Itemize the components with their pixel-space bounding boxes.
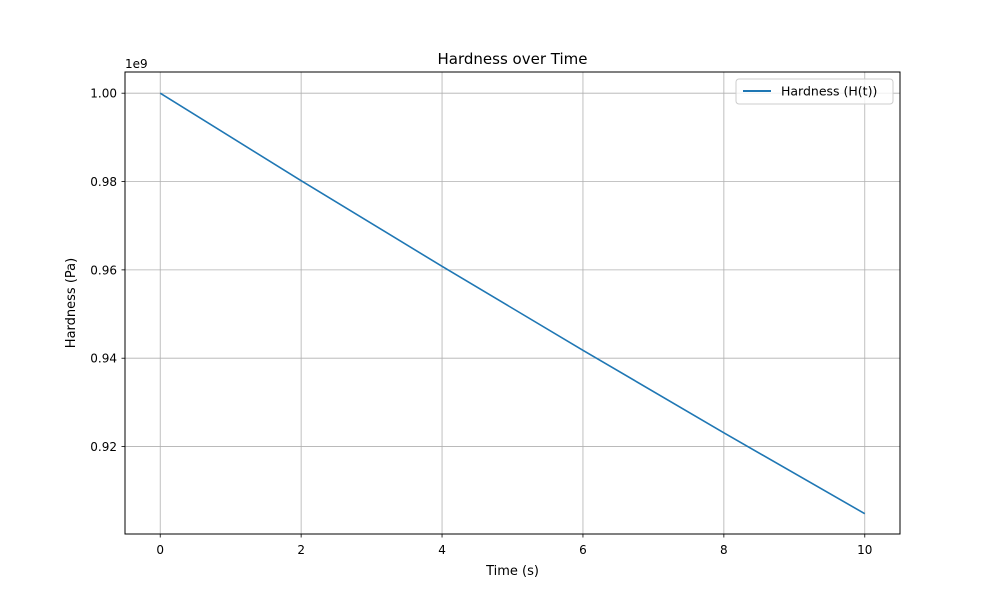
x-tick-label: 6 [579,543,587,557]
series-layer [159,92,866,515]
x-tick-label: 2 [297,543,305,557]
y-tick-label: 1.00 [90,87,117,101]
ticks: 0 2 4 6 8 10 0.92 0.94 0.96 0.98 1.00 [90,87,872,557]
legend-box [735,78,894,105]
x-axis-label: Time (s) [485,564,539,579]
x-tick-label: 8 [720,543,728,557]
chart-title: Hardness over Time [438,50,588,68]
y-tick-label: 0.96 [90,263,117,277]
series-line-0 [159,92,866,515]
x-tick-label: 4 [438,543,446,557]
x-tick-label: 10 [857,543,872,557]
y-tick-label: 0.94 [90,352,117,366]
legend-label: Hardness (H(t)) [781,84,877,99]
grid [125,72,900,534]
y-tick-label: 0.98 [90,175,117,189]
y-tick-label: 0.92 [90,440,117,454]
plot-frame [124,71,901,535]
x-tick-label: 0 [156,543,164,557]
y-axis-label: Hardness (Pa) [64,258,79,348]
legend: Hardness (H(t)) [735,78,894,105]
y-offset-text: 1e9 [125,57,148,71]
